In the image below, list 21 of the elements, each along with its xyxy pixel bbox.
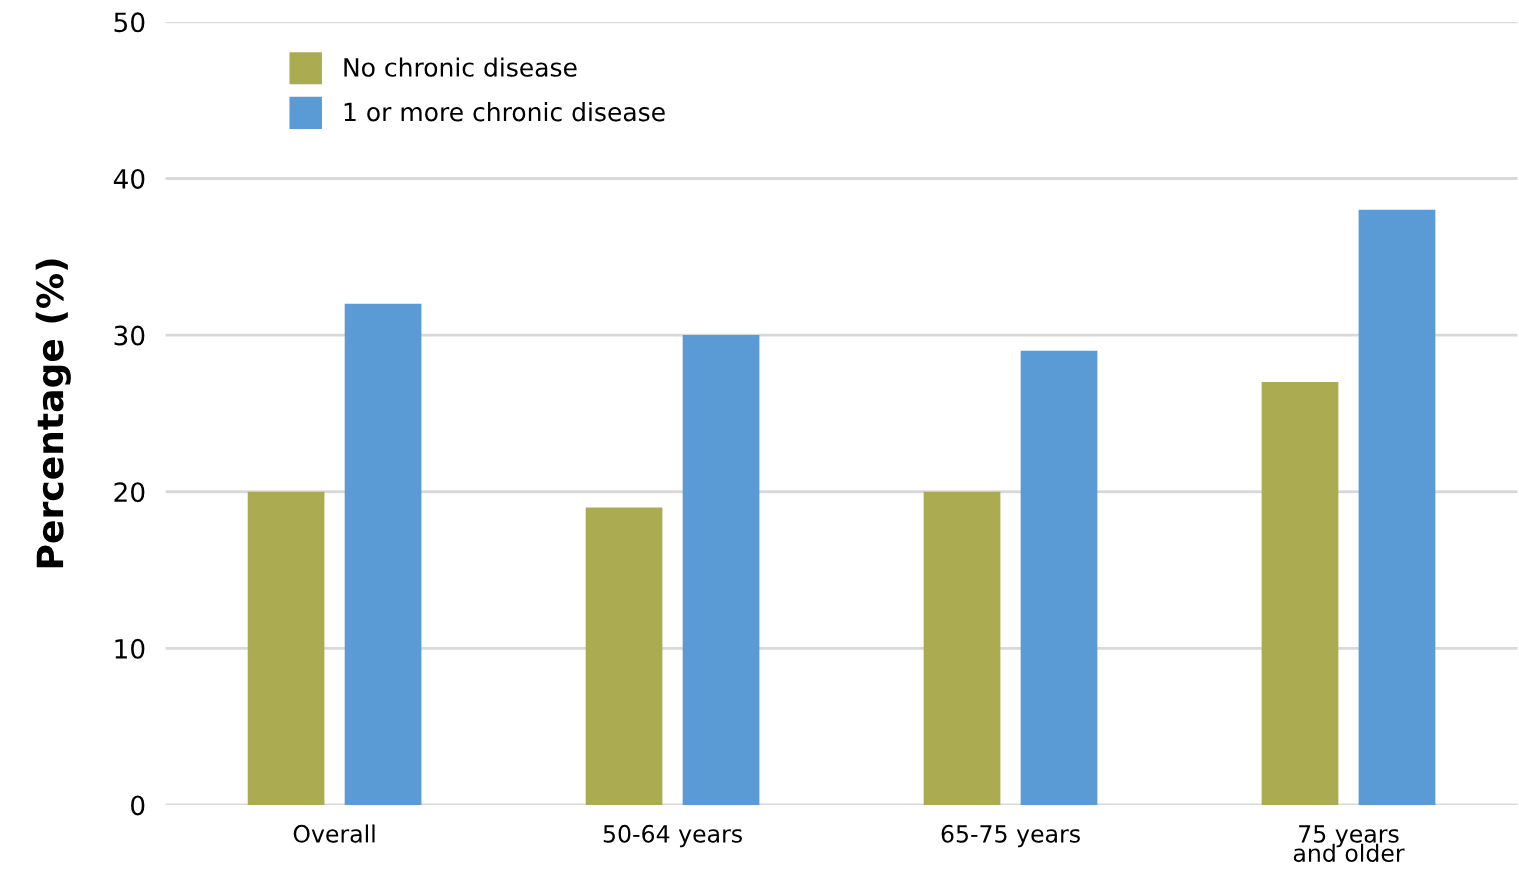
- y-tick-label: 30: [114, 325, 145, 346]
- y-tick-label: 50: [114, 12, 145, 33]
- bar: [1020, 350, 1098, 805]
- bar: [344, 303, 422, 805]
- y-tick-label: 0: [131, 795, 145, 816]
- y-tick-label: 40: [113, 168, 145, 189]
- bar: [247, 491, 325, 805]
- bar: [682, 335, 760, 805]
- bar: [1261, 382, 1339, 805]
- bar: [585, 507, 663, 805]
- x-tick-label: Overall: [293, 824, 375, 843]
- x-tick-label: 75 years and older: [1293, 825, 1405, 862]
- legend-label: No chronic disease: [344, 57, 577, 77]
- bar: [1358, 209, 1436, 805]
- legend-label: 1 or more chronic disease: [344, 102, 665, 122]
- y-axis-title: Percentage (%): [35, 259, 71, 568]
- y-tick-label: 20: [114, 482, 145, 503]
- y-tick-label: 10: [115, 638, 145, 659]
- x-tick-label: 50-64 years: [603, 824, 742, 848]
- bar: [923, 491, 1001, 805]
- x-tick-label: 65-75 years: [941, 824, 1080, 848]
